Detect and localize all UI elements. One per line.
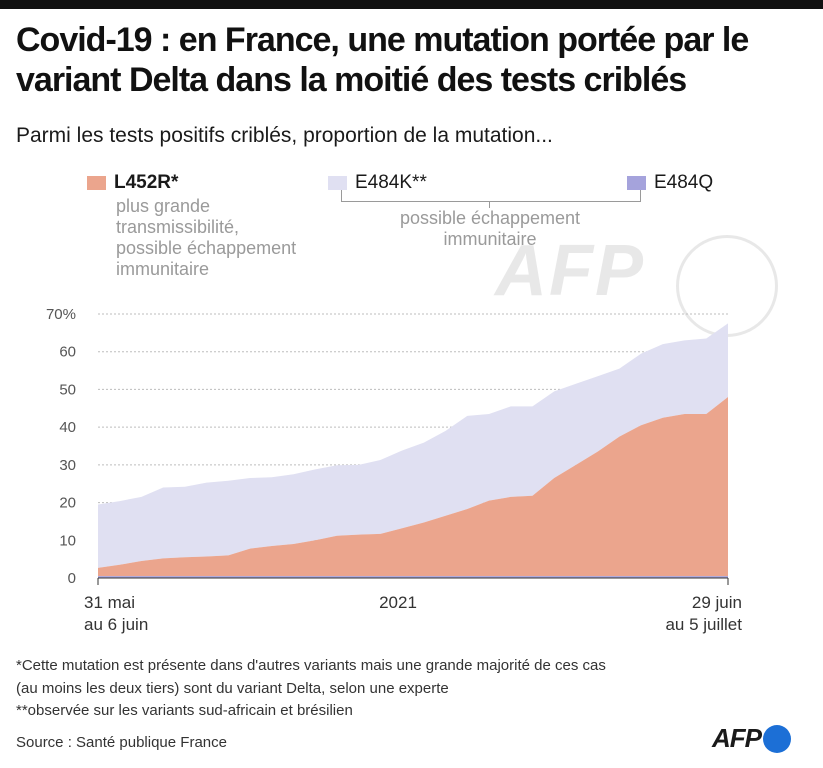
footnote-1: *Cette mutation est présente dans d'autr… [16, 657, 606, 674]
x-tick-label-year: 2021 [379, 593, 417, 612]
footnote-2: (au moins les deux tiers) sont du varian… [16, 680, 449, 697]
legend-note-line: possible échappement [399, 208, 581, 228]
legend-swatch-l452r [87, 176, 106, 190]
legend-bracket-tick [489, 201, 490, 208]
legend-label-e484k: E484K** [355, 172, 427, 193]
legend-label-l452r: L452R* [114, 172, 179, 193]
afp-logo-text: AFP [712, 723, 762, 753]
legend-note-shared: possible échappement immunitaire [340, 208, 640, 250]
afp-logo-dot [763, 724, 791, 753]
afp-watermark: AFP [495, 231, 645, 311]
top-bar [0, 0, 823, 9]
chart-title: Covid-19 : en France, une mutation porté… [16, 21, 749, 99]
y-tick-label: 60 [59, 344, 76, 361]
y-tick-label: 70% [46, 306, 76, 323]
legend-note-line: immunitaire [443, 229, 537, 249]
area-series-e484k [98, 323, 728, 568]
legend-swatch-e484k [328, 176, 347, 190]
legend-item-e484k: E484K** [328, 172, 427, 194]
y-tick-label: 20 [59, 495, 76, 512]
legend-note-line: plus grande [116, 196, 211, 216]
legend-note-l452r: plus grande transmissibilité, possible é… [116, 196, 296, 280]
area-series-l452r [98, 396, 728, 577]
y-tick-label: 50 [59, 381, 76, 398]
x-tick-label-start: au 6 juin [84, 615, 148, 634]
footnote-3: **observée sur les variants sud-africain… [16, 702, 353, 719]
source-note: Source : Santé publique France [16, 734, 227, 751]
legend-note-line: possible échappement [116, 238, 297, 258]
legend-note-line: immunitaire [116, 259, 210, 279]
legend-item-e484q: E484Q [627, 172, 713, 194]
chart-subtitle: Parmi les tests positifs criblés, propor… [16, 124, 553, 147]
x-axis-ticks: 31 mai au 6 juin 2021 29 juin au 5 juillet [84, 577, 742, 634]
x-tick-label-start: 31 mai [84, 593, 135, 612]
y-tick-label: 10 [59, 532, 76, 549]
x-tick-label-end: 29 juin [692, 593, 742, 612]
legend-note-line: transmissibilité, [116, 217, 240, 237]
y-tick-label: 40 [59, 419, 76, 436]
area-chart: 0 10 20 30 40 50 60 70% 31 mai au 6 juin 2021 29 j… [46, 306, 742, 634]
afp-logo: AFP [712, 723, 791, 754]
chart-areas [98, 323, 728, 578]
y-tick-label: 0 [68, 570, 76, 587]
legend-item-l452r: L452R* [87, 172, 178, 194]
y-axis-ticks: 0 10 20 30 40 50 60 70% [46, 306, 76, 587]
y-tick-label: 30 [59, 457, 76, 474]
legend-label-e484q: E484Q [654, 172, 714, 193]
legend-swatch-e484q [627, 176, 646, 190]
legend-bracket [341, 190, 641, 202]
x-tick-label-end: au 5 juillet [665, 615, 742, 634]
